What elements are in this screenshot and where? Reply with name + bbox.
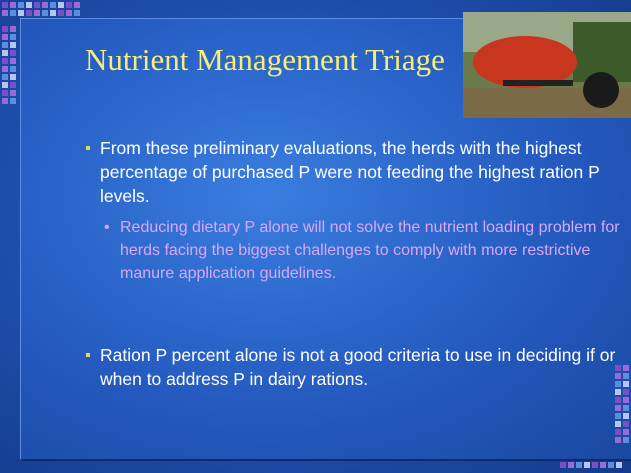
square <box>10 98 16 104</box>
square <box>623 421 629 427</box>
square <box>2 90 8 96</box>
square <box>10 82 16 88</box>
wheel <box>583 72 619 108</box>
square <box>2 74 8 80</box>
square <box>608 462 614 468</box>
square <box>615 405 621 411</box>
square <box>616 462 622 468</box>
square <box>18 2 24 8</box>
square <box>10 2 16 8</box>
square <box>10 50 16 56</box>
square <box>584 462 590 468</box>
square <box>2 98 8 104</box>
square <box>2 82 8 88</box>
square <box>10 42 16 48</box>
bullet: Ration P percent alone is not a good cri… <box>84 343 624 391</box>
square <box>615 421 621 427</box>
square <box>26 10 32 16</box>
square <box>10 26 16 32</box>
square <box>10 34 16 40</box>
square <box>2 50 8 56</box>
square <box>66 10 72 16</box>
square <box>34 2 40 8</box>
square <box>74 10 80 16</box>
square <box>2 58 8 64</box>
square <box>10 90 16 96</box>
square <box>568 462 574 468</box>
square <box>58 10 64 16</box>
square <box>26 2 32 8</box>
square <box>623 429 629 435</box>
square <box>10 58 16 64</box>
square <box>615 413 621 419</box>
square <box>2 2 8 8</box>
bullet-list: From these preliminary evaluations, the … <box>84 136 624 399</box>
square <box>2 10 8 16</box>
square <box>58 2 64 8</box>
axle <box>503 80 573 86</box>
square <box>615 437 621 443</box>
square <box>2 42 8 48</box>
square <box>50 10 56 16</box>
square <box>592 462 598 468</box>
square <box>10 74 16 80</box>
square <box>10 66 16 72</box>
square <box>2 34 8 40</box>
square <box>74 2 80 8</box>
square <box>623 405 629 411</box>
spacer <box>84 285 624 343</box>
sub-bullet: Reducing dietary P alone will not solve … <box>104 216 624 285</box>
square <box>576 462 582 468</box>
square <box>623 437 629 443</box>
photo <box>463 12 631 118</box>
square <box>18 10 24 16</box>
square <box>2 26 8 32</box>
square <box>560 462 566 468</box>
slide: Nutrient Management Triage From these pr… <box>0 0 631 473</box>
square <box>42 2 48 8</box>
square <box>50 2 56 8</box>
square <box>600 462 606 468</box>
square <box>34 10 40 16</box>
square <box>10 10 16 16</box>
bullet: From these preliminary evaluations, the … <box>84 136 624 208</box>
square <box>42 10 48 16</box>
slide-title: Nutrient Management Triage <box>70 40 460 80</box>
square <box>66 2 72 8</box>
square <box>623 413 629 419</box>
square <box>2 66 8 72</box>
square <box>615 429 621 435</box>
